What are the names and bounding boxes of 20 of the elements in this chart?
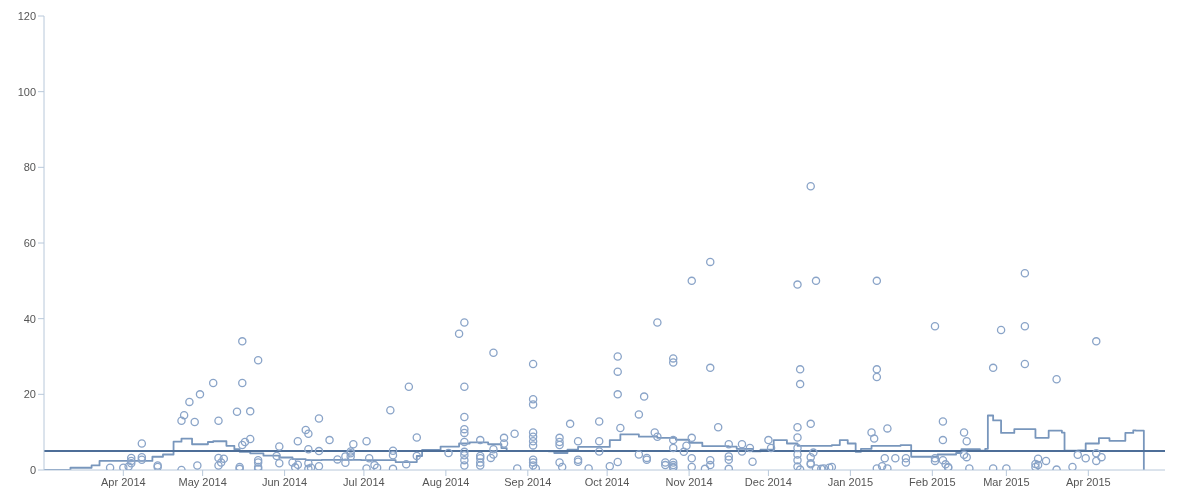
x-tick-label: Apr 2015 bbox=[1066, 475, 1111, 488]
x-tick-label: Apr 2014 bbox=[100, 475, 146, 488]
y-tick-label: 60 bbox=[23, 236, 36, 249]
x-tick-label: Nov 2014 bbox=[665, 475, 713, 488]
x-tick-label: Dec 2014 bbox=[744, 475, 792, 488]
x-tick-label: Jun 2014 bbox=[261, 475, 308, 488]
x-tick-label: Jul 2014 bbox=[343, 475, 385, 488]
y-tick-label: 40 bbox=[23, 312, 36, 325]
y-tick-label: 100 bbox=[17, 85, 36, 98]
y-tick-label: 80 bbox=[23, 161, 36, 174]
x-tick-label: Mar 2015 bbox=[983, 475, 1030, 488]
x-tick-label: Aug 2014 bbox=[422, 475, 470, 488]
x-tick-label: Oct 2014 bbox=[584, 475, 630, 488]
y-tick-label: 0 bbox=[29, 463, 36, 476]
x-tick-label: May 2014 bbox=[178, 475, 227, 488]
x-tick-label: Jan 2015 bbox=[827, 475, 874, 488]
x-tick-label: Feb 2015 bbox=[909, 475, 956, 488]
y-tick-label: 20 bbox=[23, 388, 36, 401]
y-tick-label: 120 bbox=[17, 9, 36, 22]
x-tick-label: Sep 2014 bbox=[504, 475, 552, 488]
